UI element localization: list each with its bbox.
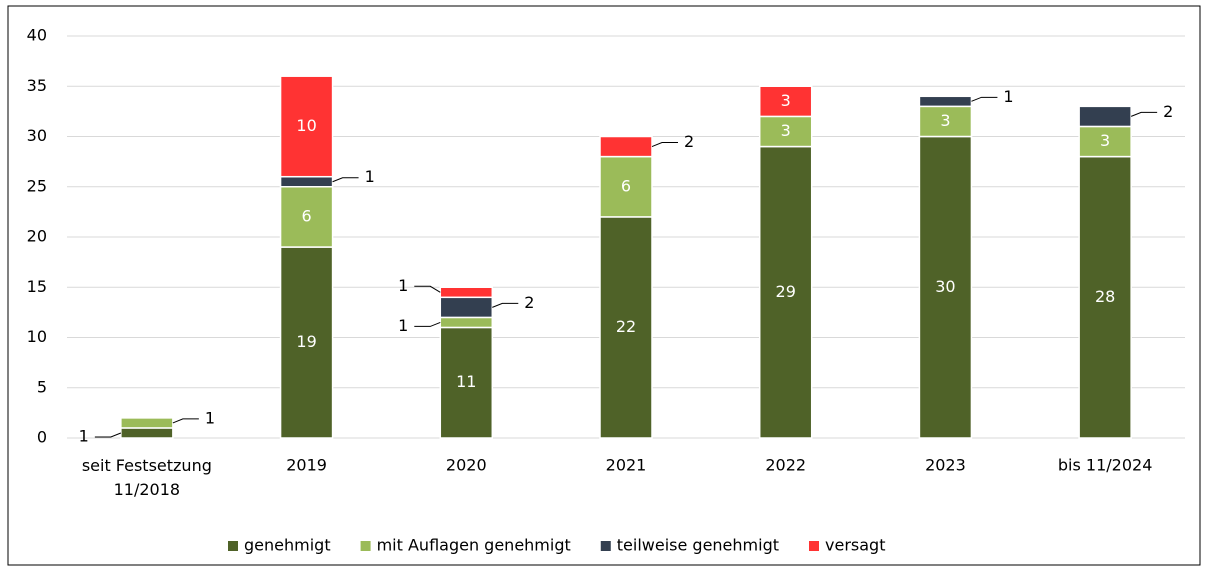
legend-swatch bbox=[809, 541, 819, 551]
x-tick-label: 2020 bbox=[446, 456, 487, 475]
data-label: 3 bbox=[940, 111, 950, 130]
x-tick-label: 2021 bbox=[606, 456, 647, 475]
data-label: 10 bbox=[296, 116, 316, 135]
leader-line bbox=[332, 177, 359, 183]
leader-line bbox=[414, 285, 441, 293]
bar-segment bbox=[599, 216, 653, 439]
y-tick-label: 40 bbox=[27, 26, 47, 45]
y-tick-label: 30 bbox=[27, 126, 47, 145]
bar-segment bbox=[439, 326, 494, 439]
data-label: 1 bbox=[205, 408, 215, 427]
legend-swatch bbox=[600, 541, 611, 551]
legend-label: mit Auflagen genehmigt bbox=[377, 536, 571, 555]
y-tick-label: 10 bbox=[27, 327, 47, 346]
data-label: 29 bbox=[776, 282, 796, 301]
bar-segment bbox=[279, 246, 334, 439]
bar-segment bbox=[758, 145, 813, 439]
data-label: 1 bbox=[79, 426, 89, 445]
x-tick-label: seit Festsetzung 11/2018 bbox=[82, 456, 212, 499]
y-tick-label: 0 bbox=[37, 428, 47, 447]
bar-segment bbox=[120, 427, 174, 439]
leader-line bbox=[971, 96, 998, 102]
data-label: 1 bbox=[365, 167, 375, 186]
data-label: 1 bbox=[398, 316, 408, 335]
bar-segment bbox=[1078, 125, 1132, 158]
data-label: 1 bbox=[398, 276, 408, 295]
data-label: 1 bbox=[1003, 87, 1013, 106]
data-label: 6 bbox=[621, 176, 631, 195]
data-label: 19 bbox=[296, 332, 316, 351]
y-tick-label: 20 bbox=[27, 227, 47, 246]
y-tick-label: 15 bbox=[27, 277, 47, 296]
chart-frame bbox=[7, 5, 1201, 566]
y-tick-label: 25 bbox=[27, 176, 47, 195]
data-label: 30 bbox=[935, 277, 955, 296]
legend-label: versagt bbox=[825, 536, 885, 555]
bar-segment bbox=[279, 175, 334, 188]
bar-segment bbox=[1078, 105, 1132, 128]
data-label: 6 bbox=[301, 206, 311, 225]
bar-segment bbox=[758, 115, 813, 148]
x-tick-label: 2022 bbox=[765, 456, 806, 475]
legend-swatch bbox=[228, 541, 238, 551]
leader-line bbox=[651, 142, 678, 148]
data-label: 3 bbox=[781, 121, 791, 140]
x-tick-label: 2023 bbox=[925, 456, 966, 475]
bar-segment bbox=[918, 95, 973, 108]
legend-label: teilweise genehmigt bbox=[617, 536, 779, 555]
leader-line bbox=[172, 418, 199, 424]
leader-line bbox=[492, 302, 519, 308]
y-tick-label: 35 bbox=[27, 76, 47, 95]
bar-segment bbox=[758, 85, 813, 118]
bar-segment bbox=[279, 186, 334, 248]
data-label: 22 bbox=[616, 317, 636, 336]
bar-segment bbox=[279, 75, 334, 178]
y-tick-label: 5 bbox=[37, 377, 47, 396]
data-label: 3 bbox=[1100, 131, 1110, 150]
bar-segment bbox=[918, 105, 973, 138]
bar-segment bbox=[439, 316, 494, 329]
bar-segment bbox=[918, 135, 973, 439]
leader-line bbox=[1130, 111, 1158, 117]
legend-label: genehmigt bbox=[244, 536, 331, 555]
x-tick-label: 2019 bbox=[286, 456, 327, 475]
data-label: 11 bbox=[456, 372, 476, 391]
data-label: 2 bbox=[524, 293, 534, 312]
bar-segment bbox=[1078, 155, 1132, 439]
bar-segment bbox=[120, 417, 174, 429]
bar-segment bbox=[439, 296, 494, 319]
data-label: 2 bbox=[684, 132, 694, 151]
bar-segment bbox=[599, 155, 653, 218]
bar-segment bbox=[439, 286, 494, 299]
bar-segment bbox=[599, 135, 653, 158]
leader-line bbox=[94, 432, 122, 438]
leader-line bbox=[414, 321, 441, 327]
x-tick-label: bis 11/2024 bbox=[1058, 456, 1153, 475]
legend-swatch bbox=[360, 541, 371, 551]
data-label: 2 bbox=[1163, 102, 1173, 121]
data-label: 28 bbox=[1095, 287, 1115, 306]
data-label: 3 bbox=[781, 91, 791, 110]
